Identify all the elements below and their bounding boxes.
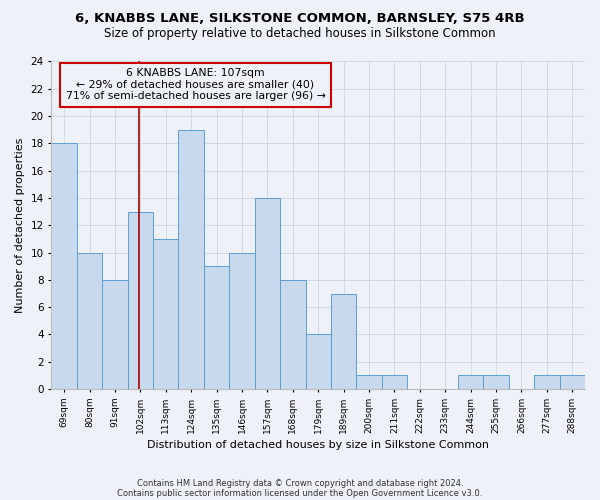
Bar [178,130,204,389]
Text: Contains HM Land Registry data © Crown copyright and database right 2024.: Contains HM Land Registry data © Crown c… [137,478,463,488]
Bar [534,376,560,389]
Bar [77,252,102,389]
Bar [382,376,407,389]
Bar [560,376,585,389]
Bar [280,280,305,389]
Bar [305,334,331,389]
Bar [255,198,280,389]
Text: 6, KNABBS LANE, SILKSTONE COMMON, BARNSLEY, S75 4RB: 6, KNABBS LANE, SILKSTONE COMMON, BARNSL… [75,12,525,26]
Text: 6 KNABBS LANE: 107sqm
← 29% of detached houses are smaller (40)
71% of semi-deta: 6 KNABBS LANE: 107sqm ← 29% of detached … [65,68,325,102]
Bar [204,266,229,389]
Bar [128,212,153,389]
Bar [153,239,178,389]
Bar [102,280,128,389]
Bar [331,294,356,389]
Bar [356,376,382,389]
Bar [458,376,484,389]
Y-axis label: Number of detached properties: Number of detached properties [15,138,25,313]
Bar [52,144,77,389]
Text: Size of property relative to detached houses in Silkstone Common: Size of property relative to detached ho… [104,28,496,40]
Bar [229,252,255,389]
X-axis label: Distribution of detached houses by size in Silkstone Common: Distribution of detached houses by size … [147,440,489,450]
Bar [484,376,509,389]
Text: Contains public sector information licensed under the Open Government Licence v3: Contains public sector information licen… [118,488,482,498]
